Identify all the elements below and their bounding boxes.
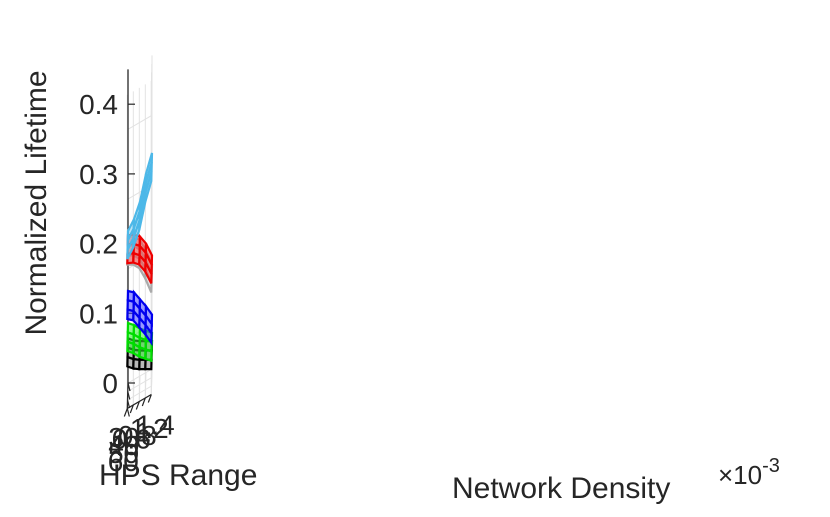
labels-layer: Normalized Lifetime HPS Range Network De… <box>20 70 780 505</box>
x-tick-mark <box>126 408 130 417</box>
y-axis-label: Network Density <box>452 472 670 505</box>
x-tick-mark <box>127 391 131 400</box>
x-tick-label: 60 <box>108 446 139 477</box>
y-exponent-base: ×10 <box>718 460 762 490</box>
y-tick-mark <box>135 401 140 410</box>
floor-y-gridline <box>132 379 135 406</box>
z-tick-label: 0 <box>102 368 118 399</box>
x-tick-label: 40 <box>108 430 139 461</box>
surface-patch <box>144 171 153 203</box>
z-tick-label: 0.2 <box>79 229 118 260</box>
y-tick-label: 1 <box>136 417 152 448</box>
z-axis-label: Normalized Lifetime <box>20 70 53 335</box>
y-tick-mark <box>129 404 134 414</box>
surface-patch <box>144 347 153 363</box>
y-tick-mark <box>141 397 146 407</box>
y-tick-label: 0.8 <box>118 420 157 451</box>
y-exponent-label: ×10-3 <box>718 455 780 490</box>
floor-y-gridline <box>144 372 147 399</box>
surface-patch <box>144 261 153 284</box>
x-axis-line <box>126 382 129 409</box>
z-tick-label: 0.3 <box>79 159 118 190</box>
x-tick-mark <box>127 382 131 392</box>
x-tick-label: 30 <box>108 422 139 453</box>
x-tick-label: 50 <box>108 438 139 469</box>
surface-series <box>126 152 154 260</box>
y-tick-mark <box>123 408 128 417</box>
z-tick-label: 0.4 <box>79 89 118 120</box>
y-exponent-power: -3 <box>762 455 780 477</box>
y-tick-label: 0.6 <box>112 424 151 455</box>
x-tick-mark <box>126 399 131 409</box>
surface-patch <box>144 321 153 346</box>
y-tick-label: 1.4 <box>136 410 175 441</box>
surfaces-layer <box>126 152 154 371</box>
z-tick-label: 0.1 <box>79 298 118 329</box>
surface-series <box>126 289 154 346</box>
floor-y-gridline <box>138 375 141 402</box>
y-tick-label: 1.2 <box>130 413 169 444</box>
floor-y-gridline <box>150 368 153 395</box>
y-tick-mark <box>147 394 152 403</box>
x-axis-label: HPS Range <box>99 459 257 492</box>
